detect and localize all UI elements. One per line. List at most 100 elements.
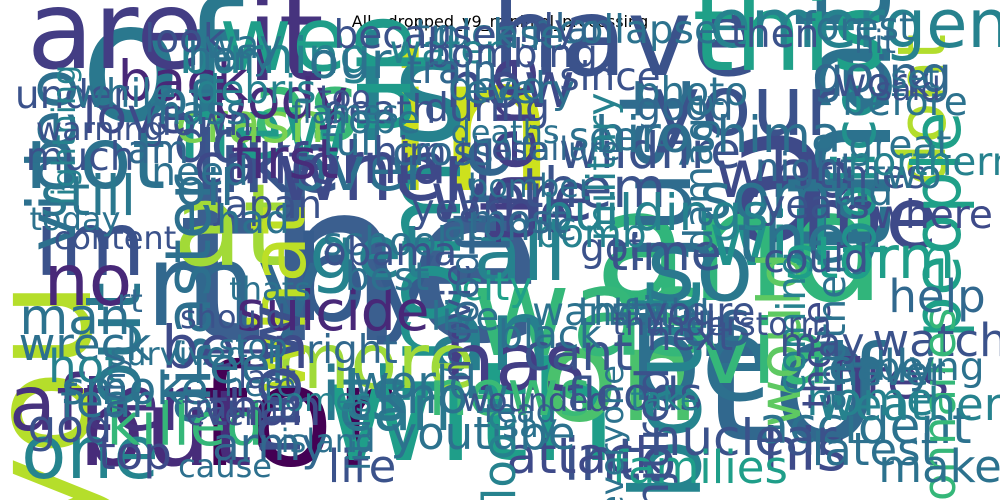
word-news: news bbox=[428, 357, 591, 430]
word-back: back bbox=[118, 49, 249, 113]
word-all: all bbox=[473, 206, 566, 299]
word-way: way bbox=[204, 23, 283, 68]
word-collapse: collapse bbox=[558, 8, 718, 53]
word-disaster: disaster bbox=[152, 174, 225, 425]
word-people: people bbox=[898, 111, 976, 338]
word-feel: feel bbox=[191, 337, 284, 395]
word-two: two bbox=[870, 153, 941, 198]
word-everyone: everyone bbox=[593, 365, 631, 500]
word-photo: photo bbox=[636, 70, 749, 115]
word-world: world bbox=[353, 356, 477, 409]
word-on: on bbox=[540, 302, 699, 451]
word-that: that bbox=[766, 0, 922, 256]
word-island: island bbox=[281, 422, 376, 460]
word-of: of bbox=[80, 0, 244, 160]
word-set: set bbox=[891, 58, 940, 96]
word-new: new bbox=[178, 80, 352, 178]
word-flood: flood bbox=[473, 404, 526, 500]
word-forest: forest bbox=[802, 5, 914, 50]
word-over: over bbox=[290, 132, 431, 205]
word-would: would bbox=[745, 252, 814, 428]
word-coming: coming bbox=[770, 251, 815, 395]
word-but: but bbox=[78, 368, 252, 490]
word-why: why bbox=[95, 352, 133, 417]
word-one: one bbox=[21, 410, 159, 496]
word-accident: accident bbox=[758, 397, 971, 455]
word-while: while bbox=[74, 72, 176, 117]
word-only: only bbox=[495, 7, 578, 52]
word-take: take bbox=[630, 380, 699, 418]
word-thunderstorm: thunderstorm bbox=[612, 305, 831, 343]
word-during: during bbox=[424, 86, 550, 131]
word-suicide: suicide bbox=[236, 279, 429, 343]
word-been: been bbox=[161, 313, 308, 382]
word-storm: storm bbox=[785, 223, 956, 292]
word-video: video bbox=[13, 68, 91, 251]
word-fire: fire bbox=[442, 135, 528, 256]
word-down: down bbox=[147, 100, 252, 145]
word-california: california bbox=[193, 132, 446, 196]
word-plan: plan bbox=[530, 7, 614, 52]
word-will: will bbox=[709, 197, 831, 283]
word-dont: dont bbox=[883, 34, 961, 186]
word-did: did bbox=[833, 170, 893, 215]
word-fear: fear bbox=[60, 375, 150, 428]
word-how: how bbox=[445, 49, 575, 122]
word-japan: japan bbox=[213, 183, 322, 228]
word-too: too bbox=[319, 78, 371, 116]
word-burning: burning bbox=[179, 27, 371, 85]
word-survived: survived bbox=[110, 335, 247, 373]
word-cross: cross bbox=[392, 130, 493, 175]
word-via: via bbox=[699, 300, 831, 404]
word-to: to bbox=[702, 277, 879, 482]
word-if: if bbox=[826, 325, 887, 432]
word-movie: movie bbox=[435, 263, 480, 383]
word-had: had bbox=[216, 198, 289, 243]
word-work: work bbox=[835, 61, 930, 106]
word-next: next bbox=[647, 315, 733, 360]
word-do: do bbox=[173, 107, 247, 176]
word-youtube: youtube bbox=[390, 407, 575, 460]
word-hiroshima: hiroshima bbox=[595, 106, 842, 164]
word-really: really bbox=[811, 340, 935, 393]
word-body: body bbox=[212, 67, 348, 131]
word-since: since bbox=[559, 55, 660, 100]
word-rt: rt bbox=[117, 282, 143, 320]
word-last: last bbox=[238, 358, 296, 396]
word-an: an bbox=[428, 277, 553, 394]
word-me: me bbox=[802, 169, 939, 269]
word-good: good bbox=[636, 85, 733, 130]
word-even: even bbox=[186, 395, 265, 433]
word-police: police bbox=[820, 82, 889, 257]
word-please: please bbox=[436, 13, 564, 58]
word-attack: attack bbox=[507, 427, 664, 485]
word-hope: hope bbox=[323, 98, 420, 143]
word-can: can bbox=[338, 372, 451, 445]
word-bombing: bombing bbox=[426, 32, 598, 77]
word-for: for bbox=[198, 335, 392, 499]
word-obama: obama bbox=[323, 230, 457, 275]
word-warning: warning bbox=[36, 110, 164, 148]
word-need: need bbox=[151, 150, 248, 195]
word-than: than bbox=[208, 379, 322, 437]
word-little: little bbox=[340, 399, 378, 470]
word-black: black bbox=[498, 313, 602, 358]
word-most: most bbox=[469, 198, 566, 243]
word-up: up bbox=[320, 13, 433, 136]
word-and: and bbox=[594, 156, 886, 337]
word-off: off bbox=[157, 71, 224, 129]
word-much: much bbox=[26, 135, 135, 180]
word-look: look bbox=[144, 17, 226, 62]
word-any: any bbox=[214, 40, 273, 78]
word-fatal: fatal bbox=[622, 293, 710, 338]
word-home: home bbox=[806, 373, 934, 426]
word-cant: cant bbox=[523, 324, 632, 382]
word-fires: fires bbox=[831, 347, 950, 411]
word-then: then bbox=[731, 12, 820, 57]
word-said: said bbox=[875, 70, 940, 108]
word-trauma: trauma bbox=[182, 388, 298, 426]
word-the: the bbox=[177, 133, 543, 393]
word-another: another bbox=[810, 258, 855, 411]
word-dead: dead bbox=[448, 65, 545, 110]
word-now: now bbox=[232, 304, 318, 457]
